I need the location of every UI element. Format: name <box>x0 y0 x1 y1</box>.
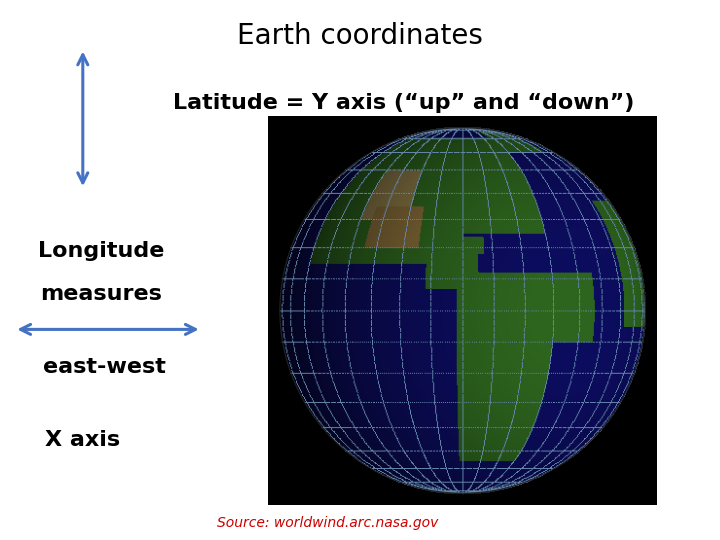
Text: X axis: X axis <box>45 430 120 450</box>
Text: measures: measures <box>40 284 162 305</box>
Text: east-west: east-west <box>43 357 166 377</box>
Text: Earth coordinates: Earth coordinates <box>237 22 483 50</box>
Text: Longitude: Longitude <box>37 241 164 261</box>
Text: Source: worldwind.arc.nasa.gov: Source: worldwind.arc.nasa.gov <box>217 516 438 530</box>
Text: Latitude = Y axis (“up” and “down”): Latitude = Y axis (“up” and “down”) <box>173 92 634 113</box>
